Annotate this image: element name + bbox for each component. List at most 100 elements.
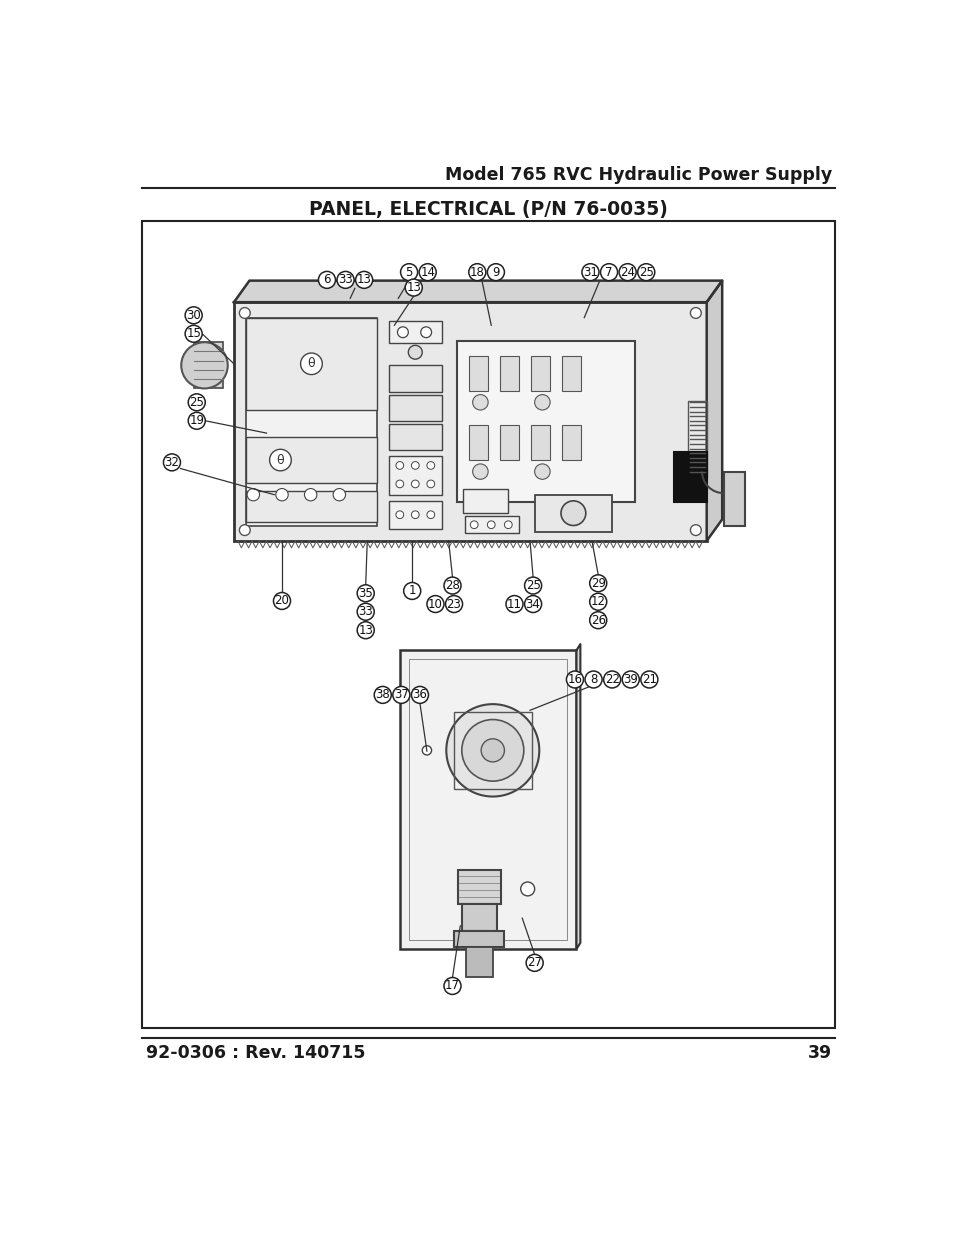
Circle shape — [443, 577, 460, 594]
Circle shape — [618, 264, 636, 280]
Circle shape — [356, 585, 374, 601]
Text: 20: 20 — [274, 594, 289, 608]
Circle shape — [487, 264, 504, 280]
FancyBboxPatch shape — [465, 947, 493, 977]
Circle shape — [395, 511, 403, 519]
Text: 36: 36 — [412, 688, 427, 701]
Circle shape — [397, 327, 408, 337]
FancyBboxPatch shape — [561, 356, 580, 390]
Circle shape — [395, 462, 403, 469]
FancyBboxPatch shape — [193, 342, 223, 389]
Circle shape — [270, 450, 291, 471]
FancyBboxPatch shape — [457, 869, 500, 904]
Text: 10: 10 — [428, 598, 442, 610]
Circle shape — [505, 595, 522, 613]
Circle shape — [603, 671, 620, 688]
Circle shape — [445, 595, 462, 613]
Circle shape — [333, 489, 345, 501]
Circle shape — [400, 264, 417, 280]
Circle shape — [411, 687, 428, 704]
Polygon shape — [576, 645, 579, 948]
Circle shape — [589, 574, 606, 592]
Text: 15: 15 — [186, 327, 201, 341]
FancyBboxPatch shape — [456, 341, 635, 503]
Circle shape — [427, 595, 443, 613]
FancyBboxPatch shape — [530, 356, 550, 390]
Circle shape — [163, 454, 180, 471]
FancyBboxPatch shape — [245, 437, 377, 483]
Circle shape — [461, 720, 523, 782]
Circle shape — [427, 462, 435, 469]
Circle shape — [589, 611, 606, 629]
Text: 5: 5 — [405, 266, 413, 279]
Text: 8: 8 — [589, 673, 597, 685]
Text: 29: 29 — [590, 577, 605, 590]
Circle shape — [411, 480, 418, 488]
Circle shape — [524, 595, 541, 613]
Circle shape — [581, 264, 598, 280]
Text: 24: 24 — [619, 266, 635, 279]
Circle shape — [637, 264, 654, 280]
Text: 11: 11 — [506, 598, 521, 610]
FancyBboxPatch shape — [534, 495, 612, 531]
Text: 13: 13 — [356, 273, 372, 287]
FancyBboxPatch shape — [723, 472, 744, 526]
Text: 34: 34 — [525, 598, 540, 610]
FancyBboxPatch shape — [399, 651, 576, 948]
FancyBboxPatch shape — [245, 490, 377, 521]
Text: 7: 7 — [604, 266, 612, 279]
Text: 12: 12 — [590, 595, 605, 608]
Text: 35: 35 — [358, 587, 373, 600]
Text: 22: 22 — [604, 673, 619, 685]
Circle shape — [534, 464, 550, 479]
Circle shape — [304, 489, 316, 501]
Text: 37: 37 — [394, 688, 408, 701]
Circle shape — [524, 577, 541, 594]
Text: PANEL, ELECTRICAL (P/N 76-0035): PANEL, ELECTRICAL (P/N 76-0035) — [309, 200, 668, 220]
Circle shape — [560, 501, 585, 526]
FancyBboxPatch shape — [468, 356, 488, 390]
Circle shape — [472, 395, 488, 410]
FancyBboxPatch shape — [674, 452, 706, 503]
Text: Model 765 RVC Hydraulic Power Supply: Model 765 RVC Hydraulic Power Supply — [444, 165, 831, 184]
Circle shape — [374, 687, 391, 704]
FancyBboxPatch shape — [499, 425, 518, 461]
FancyBboxPatch shape — [389, 366, 441, 391]
Circle shape — [188, 412, 205, 430]
Text: 27: 27 — [527, 956, 541, 969]
Circle shape — [472, 464, 488, 479]
Circle shape — [403, 583, 420, 599]
Circle shape — [239, 525, 250, 536]
Text: θ: θ — [276, 453, 284, 467]
Text: 17: 17 — [444, 979, 459, 993]
FancyBboxPatch shape — [499, 356, 518, 390]
Circle shape — [185, 325, 202, 342]
Text: 33: 33 — [358, 605, 373, 619]
Text: 28: 28 — [445, 579, 459, 592]
Circle shape — [520, 882, 534, 895]
Text: 92-0306 : Rev. 140715: 92-0306 : Rev. 140715 — [146, 1044, 366, 1062]
Circle shape — [275, 489, 288, 501]
Circle shape — [640, 671, 658, 688]
Text: 39: 39 — [622, 673, 638, 685]
FancyBboxPatch shape — [461, 904, 497, 931]
FancyBboxPatch shape — [233, 303, 706, 541]
Text: 19: 19 — [189, 414, 204, 427]
Text: 21: 21 — [641, 673, 657, 685]
Circle shape — [427, 511, 435, 519]
Circle shape — [356, 603, 374, 620]
Circle shape — [420, 327, 431, 337]
Circle shape — [589, 593, 606, 610]
Circle shape — [621, 671, 639, 688]
Circle shape — [487, 521, 495, 529]
Circle shape — [411, 462, 418, 469]
FancyBboxPatch shape — [142, 221, 835, 1029]
Circle shape — [584, 671, 601, 688]
Circle shape — [239, 308, 250, 319]
FancyBboxPatch shape — [389, 424, 441, 450]
Circle shape — [185, 306, 202, 324]
FancyBboxPatch shape — [464, 516, 518, 534]
Text: 6: 6 — [323, 273, 331, 287]
FancyBboxPatch shape — [454, 931, 504, 947]
Circle shape — [355, 272, 373, 288]
